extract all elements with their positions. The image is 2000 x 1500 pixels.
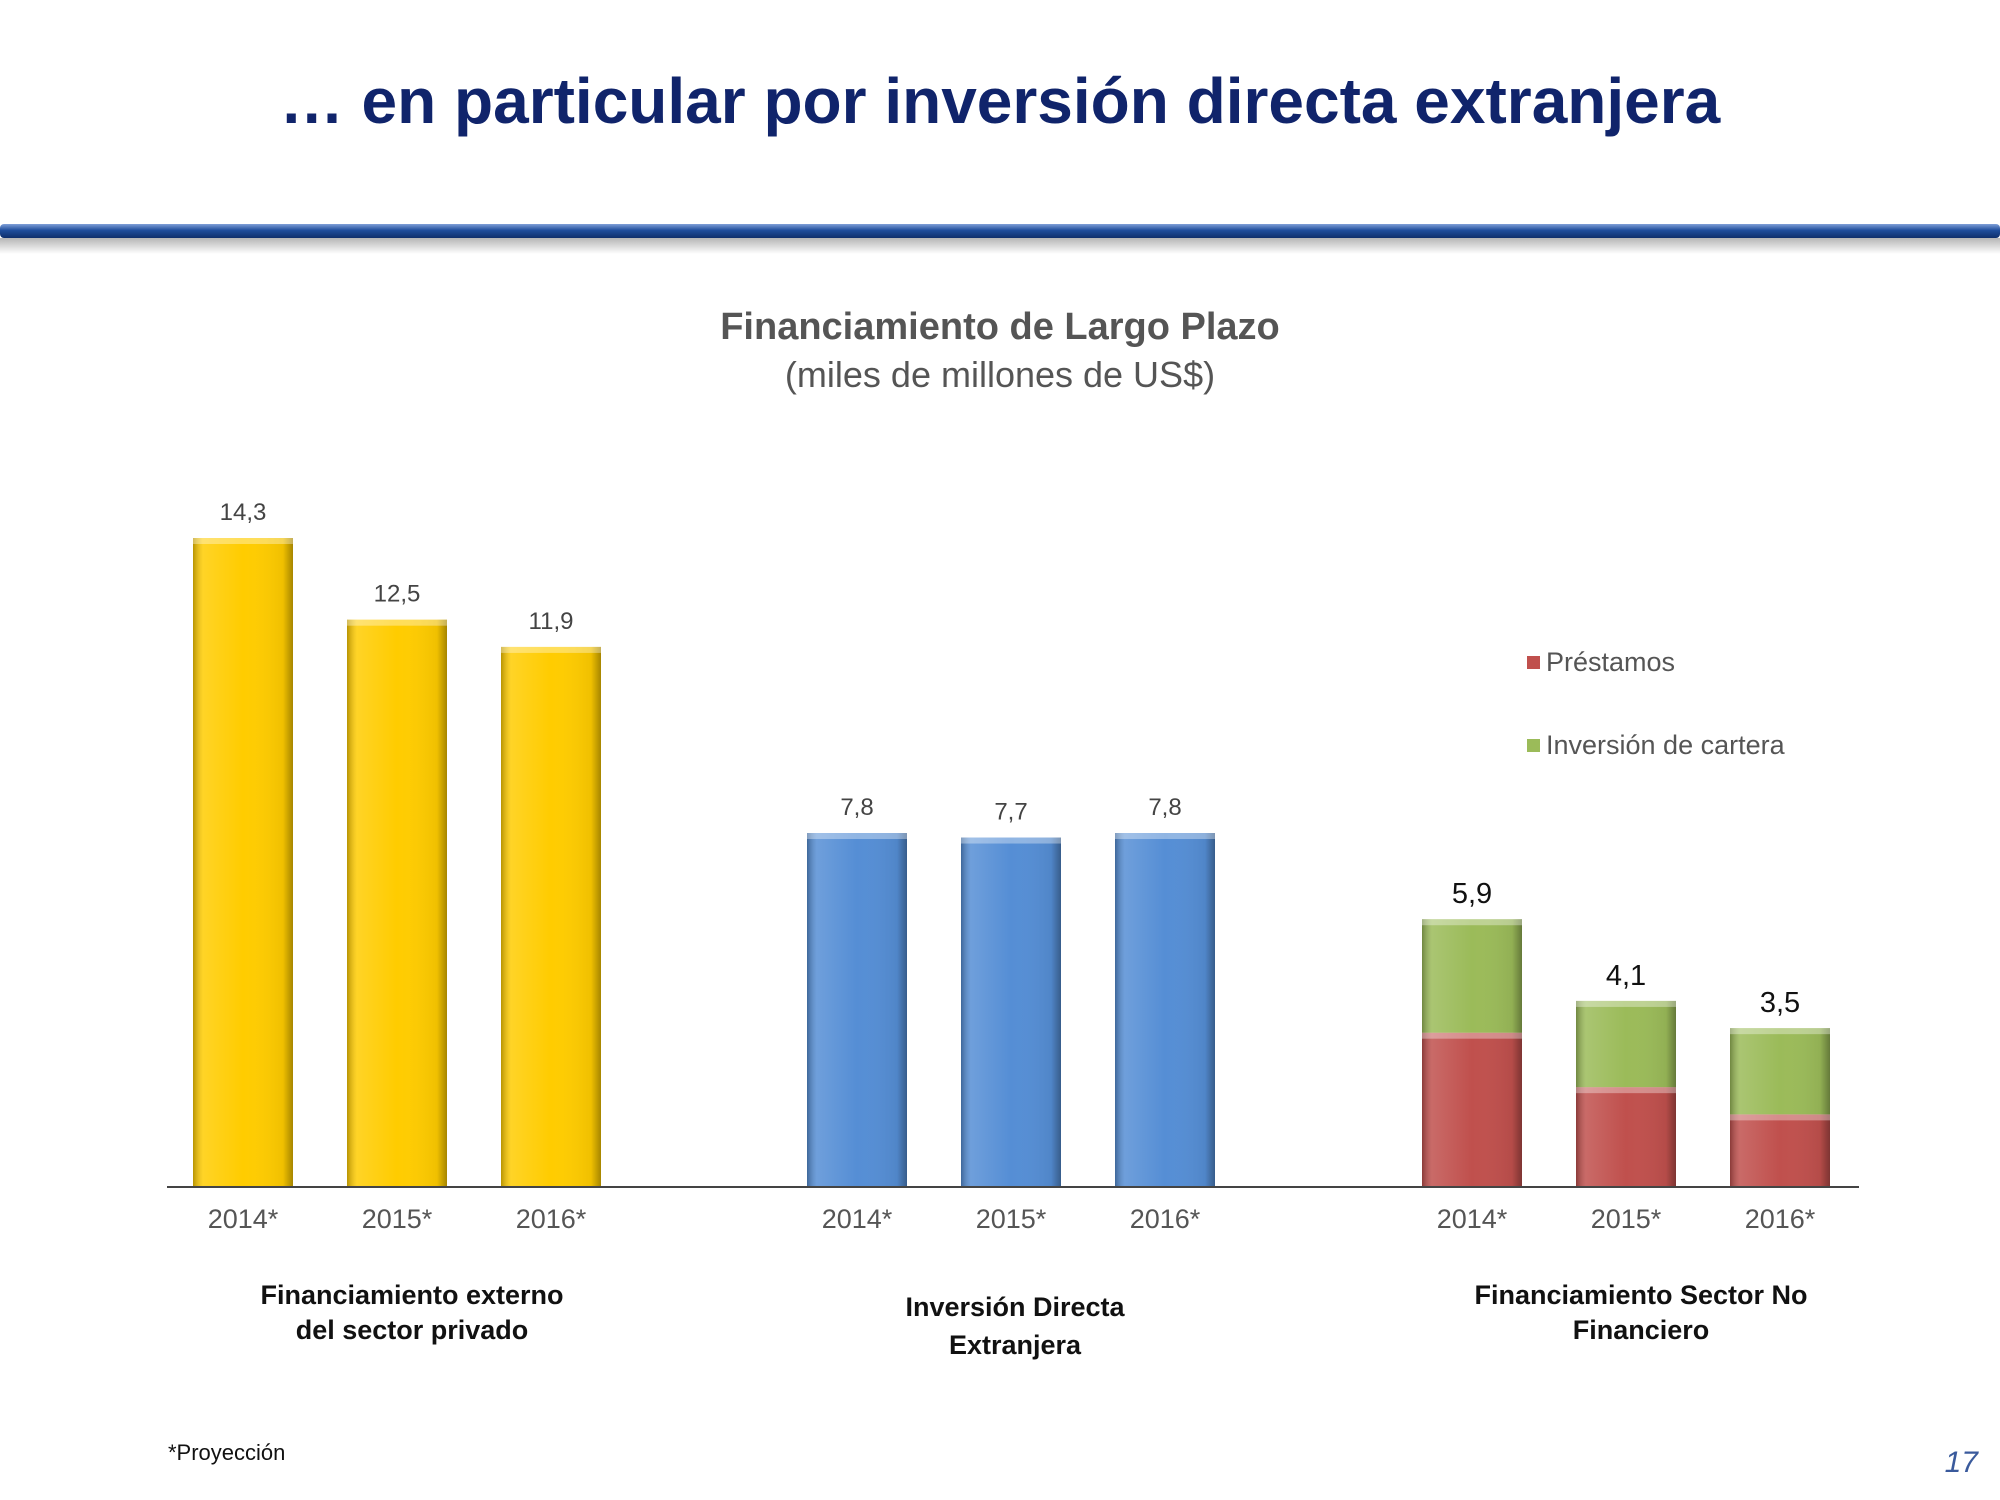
group-caption-1-line1: Financiamiento externo <box>260 1280 564 1310</box>
chart-subtitle: (miles de millones de US$) <box>784 354 1216 395</box>
x-tick-label-g3-3: 2016* <box>1745 1204 1816 1234</box>
group-caption-2-line1: Inversión Directa <box>905 1292 1125 1322</box>
bar-g3-3-s2 <box>1730 1028 1830 1115</box>
bar-g3-3-s2-bevel <box>1730 1028 1830 1115</box>
legend-item-prestamos: Préstamos <box>1527 647 1675 678</box>
x-tick-label-g3-2: 2015* <box>1591 1204 1662 1234</box>
footnote: *Proyección <box>168 1440 286 1465</box>
x-tick-label-g2-3: 2016* <box>1130 1204 1201 1234</box>
bar-g3-2-s2 <box>1576 1000 1676 1088</box>
data-label-g2-1: 7,8 <box>840 794 873 821</box>
chart-title: Financiamiento de Largo Plazo <box>720 306 1280 348</box>
bar-g3-2-s1-top-highlight <box>1576 1087 1676 1094</box>
bar-g2-3 <box>1115 833 1215 1187</box>
bar-g1-3-bevel <box>501 646 601 1187</box>
bar-g1-3 <box>501 646 601 1187</box>
bar-g3-1-s1-bevel <box>1422 1032 1522 1187</box>
bar-g3-1-s2-top-highlight <box>1422 919 1522 926</box>
data-label-g1-3: 11,9 <box>529 608 574 635</box>
bar-g3-3-s1 <box>1730 1114 1830 1187</box>
group-caption-1-line2: del sector privado <box>295 1315 529 1345</box>
title-rule <box>0 224 2000 238</box>
x-tick-label-g3-1: 2014* <box>1437 1204 1508 1234</box>
bar-g3-1-s2-bevel <box>1422 919 1522 1033</box>
group-caption-3-line1: Financiamiento Sector No <box>1474 1280 1808 1310</box>
x-tick-label-g1-3: 2016* <box>516 1204 587 1234</box>
bar-g1-1-bevel <box>193 538 293 1187</box>
legend-swatch-prestamos <box>1527 656 1540 669</box>
page-number: 17 <box>1944 1446 1978 1479</box>
group-caption-1: Financiamiento externo del sector privad… <box>212 1278 612 1348</box>
group-caption-3-line2: Financiero <box>1572 1315 1710 1345</box>
bar-g3-1-s2 <box>1422 919 1522 1033</box>
bar-g1-1-top-highlight <box>193 538 293 544</box>
x-tick-label-g1-2: 2015* <box>362 1204 433 1234</box>
bar-g2-2-bevel <box>961 837 1061 1187</box>
bar-g3-3-s1-top-highlight <box>1730 1114 1830 1121</box>
data-label-g3-3: 3,5 <box>1760 987 1800 1019</box>
bar-g3-2-s2-bevel <box>1576 1000 1676 1088</box>
slide-title: … en particular por inversión directa ex… <box>279 65 1721 137</box>
bar-g2-1 <box>807 833 907 1187</box>
bar-g3-2-s1 <box>1576 1087 1676 1187</box>
data-label-g1-2: 12,5 <box>374 581 421 608</box>
group-caption-2-line2: Extranjera <box>948 1330 1082 1360</box>
bar-g1-3-top-highlight <box>501 646 601 653</box>
data-label-g3-1: 5,9 <box>1452 878 1492 910</box>
bar-g1-2 <box>347 619 447 1187</box>
bar-g3-3-s1-bevel <box>1730 1114 1830 1187</box>
legend-label-prestamos: Préstamos <box>1546 647 1676 677</box>
data-label-g2-3: 7,8 <box>1148 794 1181 821</box>
bar-g2-3-top-highlight <box>1115 833 1215 839</box>
legend-item-inversion-cartera: Inversión de cartera <box>1527 730 1785 761</box>
group-caption-3: Financiamiento Sector No Financiero <box>1441 1278 1841 1348</box>
data-label-g1-1: 14,3 <box>220 499 267 526</box>
bar-g3-2-s2-top-highlight <box>1576 1000 1676 1007</box>
group-caption-2: Inversión Directa Extranjera <box>815 1288 1215 1364</box>
title-rule-shadow <box>0 238 2000 254</box>
bar-g3-3-s2-top-highlight <box>1730 1028 1830 1035</box>
x-tick-label-g2-1: 2014* <box>822 1204 893 1234</box>
bar-g2-1-top-highlight <box>807 833 907 839</box>
bar-g1-2-bevel <box>347 619 447 1187</box>
bar-g1-2-top-highlight <box>347 619 447 626</box>
bar-g3-2-s1-bevel <box>1576 1087 1676 1187</box>
bar-g3-1-s1 <box>1422 1032 1522 1187</box>
data-label-g3-2: 4,1 <box>1606 960 1646 992</box>
bar-g1-1 <box>193 538 293 1187</box>
bar-g3-1-s1-top-highlight <box>1422 1032 1522 1039</box>
bar-g2-3-bevel <box>1115 833 1215 1187</box>
legend-swatch-inversion-cartera <box>1527 739 1540 752</box>
bar-g2-2 <box>961 837 1061 1187</box>
bar-g2-2-top-highlight <box>961 837 1061 844</box>
x-tick-label-g2-2: 2015* <box>976 1204 1047 1234</box>
legend-label-inversion-cartera: Inversión de cartera <box>1546 730 1785 760</box>
x-tick-label-g1-1: 2014* <box>208 1204 279 1234</box>
data-label-g2-2: 7,7 <box>994 799 1027 826</box>
bar-g2-1-bevel <box>807 833 907 1187</box>
